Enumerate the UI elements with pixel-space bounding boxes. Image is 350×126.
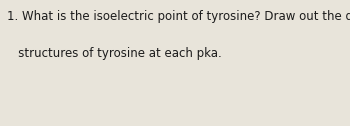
Text: 1. What is the isoelectric point of tyrosine? Draw out the different: 1. What is the isoelectric point of tyro…	[7, 10, 350, 23]
Text: structures of tyrosine at each pka.: structures of tyrosine at each pka.	[7, 48, 222, 60]
